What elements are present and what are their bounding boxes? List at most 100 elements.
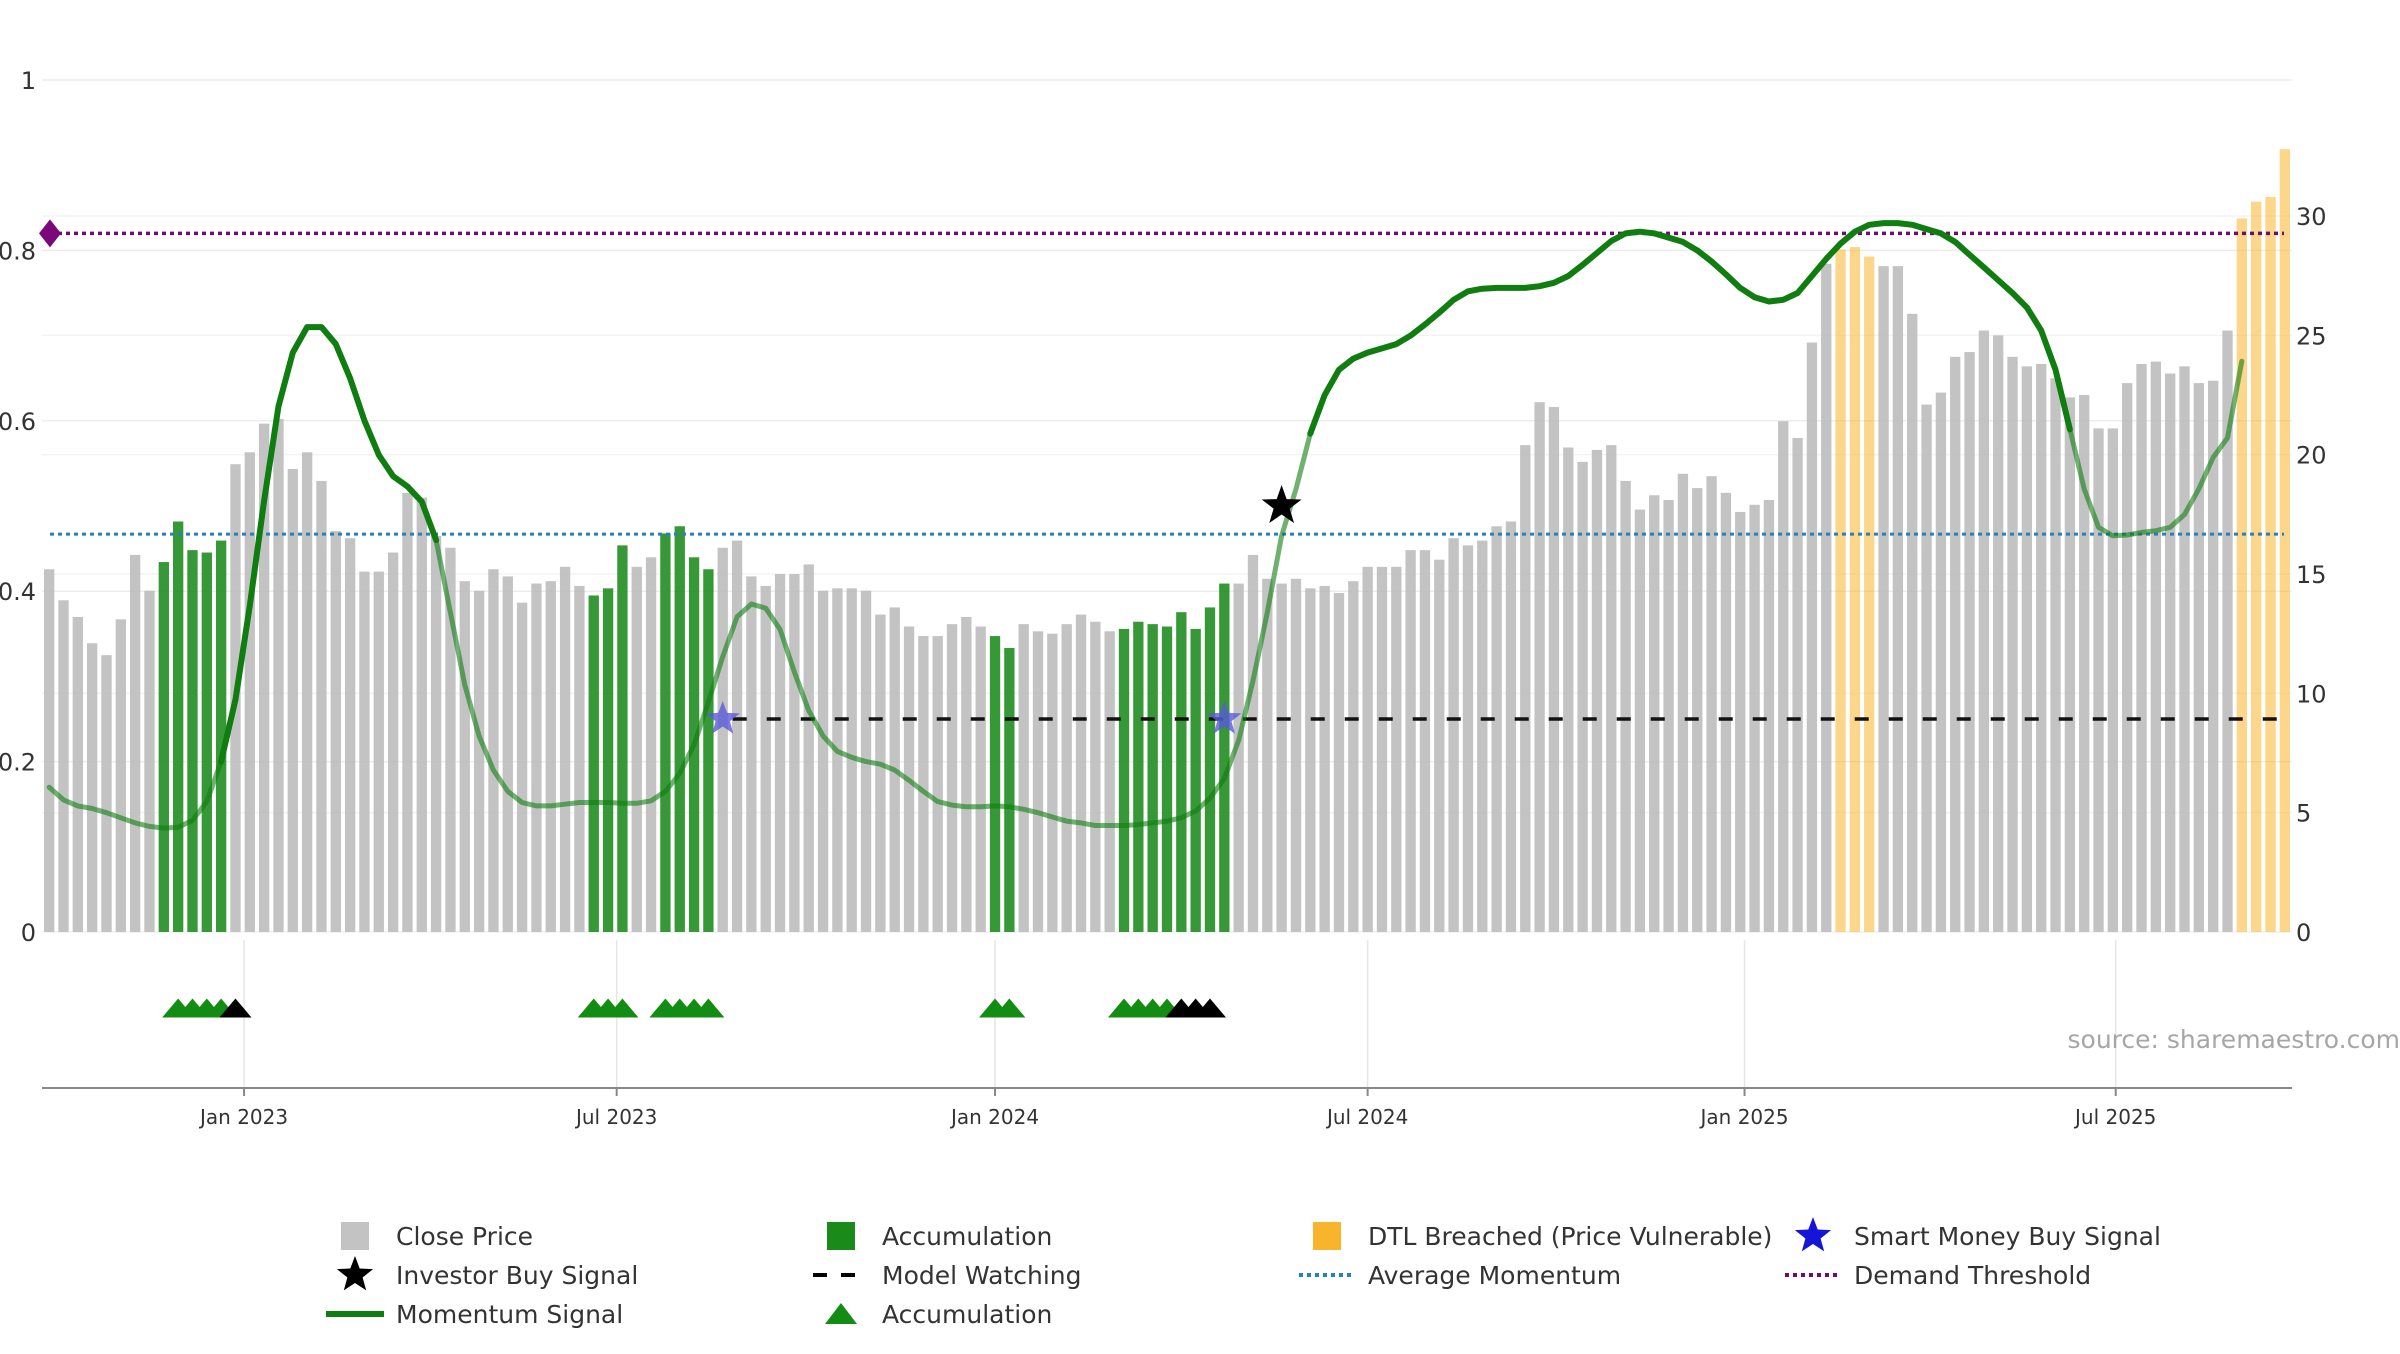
x-axis-tick-label: Jul 2024 — [1325, 1105, 1408, 1129]
legend-label: Investor Buy Signal — [396, 1261, 638, 1290]
right-axis-tick-label: 20 — [2296, 442, 2327, 470]
legend-label: Close Price — [396, 1222, 533, 1251]
legend-label: Model Watching — [882, 1261, 1082, 1290]
close-price-bar — [1420, 550, 1430, 932]
accumulation-bar — [660, 533, 670, 932]
close-price-bar — [1248, 555, 1258, 932]
legend-swatch-icon — [341, 1222, 369, 1250]
price-bars — [44, 149, 2290, 932]
dtl-breached-bar — [2265, 197, 2275, 932]
close-price-bar — [1878, 266, 1888, 932]
accumulation-bar — [617, 545, 627, 932]
close-price-bar — [474, 591, 484, 932]
right-axis-tick-label: 15 — [2296, 561, 2327, 589]
close-price-bar — [947, 624, 957, 932]
lower-panel — [162, 999, 1226, 1018]
close-price-bar — [245, 452, 255, 932]
close-price-bar — [1377, 567, 1387, 932]
close-price-bar — [1950, 357, 1960, 932]
accumulation-bar — [1148, 624, 1158, 932]
accumulation-bar — [1219, 584, 1229, 932]
close-price-bar — [1520, 445, 1530, 932]
x-axis-tick-label: Jul 2023 — [574, 1105, 657, 1129]
close-price-bar — [2007, 357, 2017, 932]
accumulation-bar — [675, 526, 685, 932]
accumulation-bar — [159, 562, 169, 932]
close-price-bar — [1019, 624, 1029, 932]
close-price-bar — [804, 564, 814, 932]
close-price-bar — [1549, 407, 1559, 932]
legend-item: Accumulation — [825, 1300, 1052, 1329]
close-price-bar — [2179, 366, 2189, 932]
accumulation-bar — [603, 588, 613, 932]
legend-swatch-icon — [1313, 1222, 1341, 1250]
close-price-bar — [2050, 378, 2060, 932]
close-price-bar — [345, 538, 355, 932]
close-price-bar — [130, 555, 140, 932]
close-price-bar — [1993, 335, 2003, 932]
accumulation-bar — [187, 550, 197, 932]
close-price-bar — [1663, 500, 1673, 932]
dtl-breached-bar — [1835, 249, 1845, 932]
accumulation-bar — [1176, 612, 1186, 932]
close-price-bar — [732, 541, 742, 932]
close-price-bar — [1234, 584, 1244, 932]
close-price-bar — [1649, 495, 1659, 932]
close-price-bar — [1491, 526, 1501, 932]
close-price-bar — [1405, 550, 1415, 932]
source-note: source: sharemaestro.com — [2068, 1025, 2400, 1054]
close-price-bar — [546, 581, 556, 932]
close-price-bar — [388, 553, 398, 932]
right-axis-tick-label: 25 — [2296, 322, 2327, 350]
close-price-bar — [1506, 522, 1516, 933]
close-price-bar — [1606, 445, 1616, 932]
left-axis-tick-label: 0.2 — [0, 749, 36, 777]
close-price-bar — [302, 452, 312, 932]
close-price-bar — [1921, 405, 1931, 932]
accumulation-bar — [202, 553, 212, 932]
legend-label: DTL Breached (Price Vulnerable) — [1368, 1222, 1772, 1251]
legend-triangle-icon — [825, 1303, 857, 1324]
close-price-bar — [1477, 541, 1487, 932]
close-price-bar — [1706, 476, 1716, 932]
close-price-bar — [359, 572, 369, 932]
close-price-bar — [632, 567, 642, 932]
close-price-bar — [646, 557, 656, 932]
close-price-bar — [488, 569, 498, 932]
legend-label: Momentum Signal — [396, 1300, 623, 1329]
close-price-bar — [1076, 615, 1086, 932]
close-price-bar — [87, 643, 97, 932]
close-price-bar — [1821, 264, 1831, 932]
legend-item: Model Watching — [813, 1261, 1082, 1290]
close-price-bar — [746, 576, 756, 932]
close-price-bar — [1692, 488, 1702, 932]
close-price-bar — [2108, 428, 2118, 932]
close-price-bar — [1062, 624, 1072, 932]
close-price-bar — [101, 655, 111, 932]
legend-item: Close Price — [341, 1222, 533, 1251]
close-price-bar — [2194, 383, 2204, 932]
left-axis-tick-label: 0.8 — [0, 237, 36, 265]
legend-label: Demand Threshold — [1854, 1261, 2091, 1290]
legend-star-icon — [1795, 1217, 1831, 1251]
close-price-bar — [789, 574, 799, 932]
accumulation-bar — [589, 595, 599, 932]
close-price-bar — [331, 531, 341, 932]
close-price-bar — [144, 591, 154, 932]
close-price-bar — [2122, 383, 2132, 932]
close-price-bar — [431, 536, 441, 932]
close-price-bar — [288, 469, 298, 932]
close-price-bar — [1276, 584, 1286, 932]
close-price-bar — [1792, 438, 1802, 932]
accumulation-bar — [1119, 629, 1129, 932]
accumulation-bar — [703, 569, 713, 932]
close-price-bar — [316, 481, 326, 932]
x-axis-tick-label: Jan 2025 — [1699, 1105, 1789, 1129]
right-axis-tick-label: 10 — [2296, 680, 2327, 708]
right-axis-tick-label: 30 — [2296, 203, 2327, 231]
close-price-bar — [832, 588, 842, 932]
close-price-bar — [2093, 428, 2103, 932]
right-axis-tick-label: 5 — [2296, 800, 2311, 828]
close-price-bar — [1448, 538, 1458, 932]
